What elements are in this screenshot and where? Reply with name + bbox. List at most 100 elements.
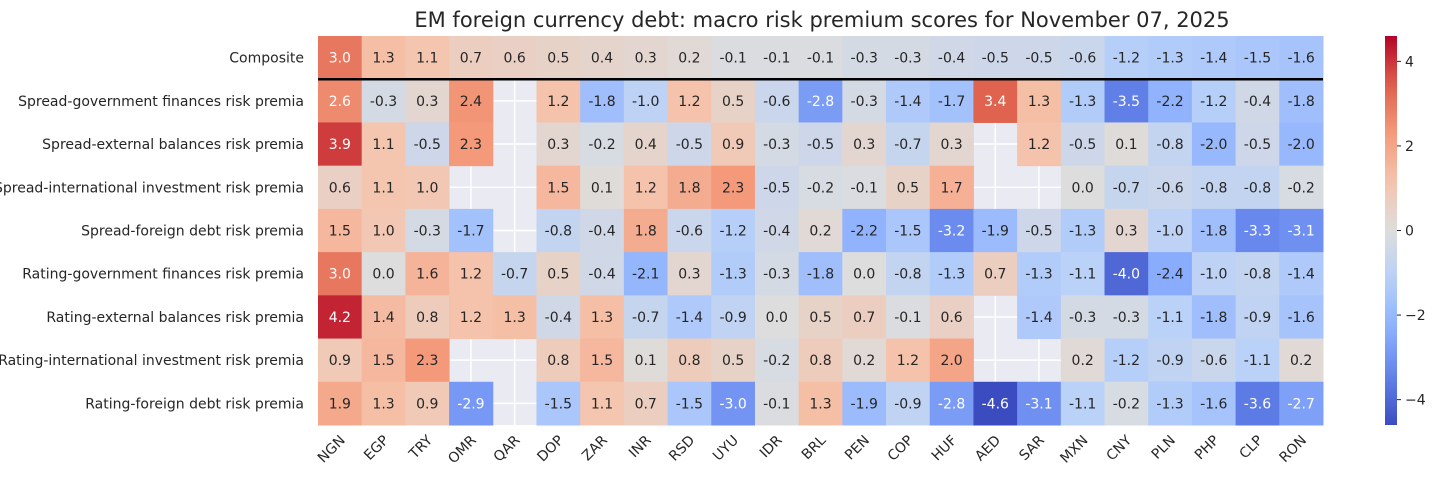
cell-value-label: 3.0 bbox=[329, 51, 351, 67]
colorbar-scale bbox=[1385, 36, 1397, 425]
cell-value-label: 0.2 bbox=[809, 224, 831, 240]
heatmap-cell bbox=[973, 252, 1018, 296]
column-label: QAR bbox=[491, 432, 524, 465]
heatmap-cell bbox=[929, 381, 974, 426]
heatmap-cell bbox=[1148, 295, 1193, 340]
chart-title: EM foreign currency debt: macro risk pre… bbox=[414, 8, 1229, 32]
cell-value-label: -1.6 bbox=[1200, 396, 1227, 412]
heatmap-cell bbox=[1017, 208, 1062, 253]
cell-value-label: 1.2 bbox=[678, 94, 700, 110]
cell-value-label: -0.1 bbox=[894, 310, 921, 326]
cell-value-label: -0.8 bbox=[894, 267, 921, 283]
cell-value-label: -1.1 bbox=[1156, 310, 1183, 326]
cell-value-label: -1.1 bbox=[1244, 353, 1271, 369]
cell-value-label: 0.6 bbox=[940, 310, 962, 326]
cell-value-label: 0.6 bbox=[503, 51, 525, 67]
heatmap-cell bbox=[798, 295, 843, 340]
heatmap-cell bbox=[711, 36, 756, 80]
cell-value-label: -0.2 bbox=[588, 137, 615, 153]
cell-value-label: -0.5 bbox=[414, 137, 441, 153]
heatmap-cell bbox=[1279, 208, 1324, 253]
cell-value-label: 0.5 bbox=[809, 310, 831, 326]
cell-value-label: -1.3 bbox=[1025, 267, 1052, 283]
heatmap-cell bbox=[929, 122, 974, 167]
colorbar-tick-label: 4 bbox=[1405, 54, 1414, 70]
heatmap-cell bbox=[536, 36, 581, 80]
heatmap-cell bbox=[667, 122, 712, 167]
heatmap-cell bbox=[405, 79, 450, 123]
heatmap-cell bbox=[754, 122, 800, 167]
cell-value-label: -0.1 bbox=[763, 396, 790, 412]
cell-value-label: 0.0 bbox=[1072, 180, 1094, 196]
heatmap-cell bbox=[1279, 36, 1324, 80]
row-label: Rating-international investment risk pre… bbox=[0, 353, 304, 369]
heatmap-cell bbox=[361, 208, 406, 253]
heatmap-cell bbox=[1060, 165, 1106, 210]
cell-value-label: 0.3 bbox=[547, 137, 569, 153]
heatmap-cell bbox=[361, 381, 406, 426]
cell-value-label: -0.9 bbox=[894, 396, 921, 412]
cell-value-label: 4.2 bbox=[329, 310, 351, 326]
cell-value-label: -1.6 bbox=[1287, 51, 1314, 67]
heatmap-cell bbox=[405, 381, 450, 426]
heatmap-cell bbox=[1148, 165, 1193, 210]
heatmap-cell bbox=[1279, 381, 1324, 426]
heatmap-cell bbox=[798, 36, 843, 80]
cell-value-label: -0.2 bbox=[763, 353, 790, 369]
row-label: Rating-foreign debt risk premia bbox=[85, 396, 304, 412]
heatmap-cell bbox=[449, 208, 494, 253]
cell-value-label: -1.4 bbox=[1025, 310, 1052, 326]
cell-value-label: -1.2 bbox=[719, 224, 746, 240]
column-label: PHP bbox=[1192, 433, 1223, 464]
row-label: Rating-external balances risk premia bbox=[46, 310, 304, 326]
cell-value-label: 1.4 bbox=[372, 310, 394, 326]
heatmap-cell bbox=[536, 165, 581, 210]
heatmap-cell bbox=[623, 295, 669, 340]
heatmap-cell bbox=[842, 79, 887, 123]
cell-value-label: 1.3 bbox=[591, 310, 613, 326]
column-label: SAR bbox=[1016, 432, 1048, 464]
heatmap-cell bbox=[929, 36, 974, 80]
cell-value-label: -1.2 bbox=[1200, 94, 1227, 110]
heatmap-cell bbox=[318, 252, 363, 296]
heatmap-cell bbox=[929, 79, 974, 123]
cell-value-label: -0.5 bbox=[982, 51, 1009, 67]
cell-value-label: -0.4 bbox=[545, 310, 572, 326]
heatmap-cell bbox=[711, 338, 756, 383]
cell-value-label: 0.0 bbox=[766, 310, 788, 326]
colorbar-tick-label: −2 bbox=[1405, 308, 1426, 324]
heatmap-cell bbox=[973, 381, 1018, 426]
heatmap-cell bbox=[405, 36, 450, 80]
heatmap-cell bbox=[492, 295, 537, 340]
row-label: Rating-government finances risk premia bbox=[22, 267, 304, 283]
heatmap-cell bbox=[886, 252, 931, 296]
cell-value-label: -0.3 bbox=[414, 224, 441, 240]
heatmap-cell bbox=[536, 381, 581, 426]
heatmap-cell bbox=[1235, 252, 1280, 296]
heatmap-cell bbox=[1017, 79, 1062, 123]
heatmap-cell bbox=[1104, 36, 1149, 80]
cell-value-label: -1.9 bbox=[851, 396, 878, 412]
heatmap-cell bbox=[318, 208, 363, 253]
cell-value-label: -0.4 bbox=[938, 51, 965, 67]
heatmap-cell bbox=[580, 381, 625, 426]
heatmap-cell bbox=[361, 122, 406, 167]
colorbar-tick-label: 2 bbox=[1405, 139, 1414, 155]
cell-value-label: 1.6 bbox=[416, 267, 438, 283]
cell-value-label: -0.1 bbox=[807, 51, 834, 67]
cell-value-label: -1.3 bbox=[1069, 224, 1096, 240]
heatmap-cell bbox=[405, 122, 450, 167]
heatmap-cell bbox=[1191, 252, 1237, 296]
heatmap-cell bbox=[1148, 36, 1193, 80]
cell-value-label: 1.5 bbox=[591, 353, 613, 369]
cell-value-label: -0.8 bbox=[545, 224, 572, 240]
cell-value-label: -0.4 bbox=[1244, 94, 1271, 110]
column-label: RON bbox=[1277, 433, 1310, 466]
cell-value-label: -1.5 bbox=[894, 224, 921, 240]
heatmap-cell bbox=[754, 381, 800, 426]
cell-value-label: 0.3 bbox=[853, 137, 875, 153]
heatmap-cell bbox=[1235, 338, 1280, 383]
heatmap-cell bbox=[754, 36, 800, 80]
cell-value-label: 1.2 bbox=[635, 180, 657, 196]
